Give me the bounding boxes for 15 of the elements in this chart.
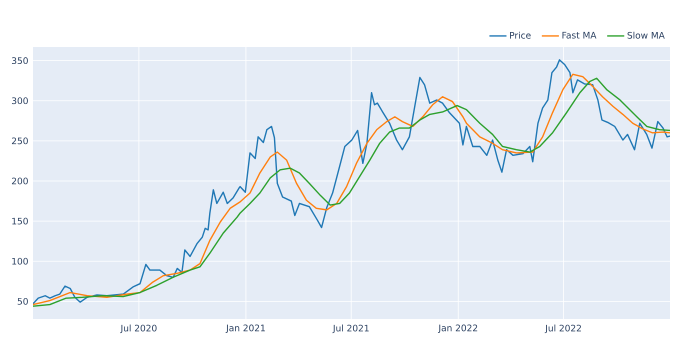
x-tick-label: Jul 2022	[544, 324, 581, 334]
legend-label: Slow MA	[628, 32, 665, 39]
y-tick-label: 50	[18, 298, 28, 305]
x-tick-label: Jul 2020	[120, 324, 157, 334]
legend-label: Fast MA	[562, 32, 596, 39]
y-tick-label: 100	[12, 258, 28, 265]
y-tick-label: 250	[12, 137, 28, 144]
x-tick-label: Jul 2021	[332, 324, 369, 334]
y-tick-label: 350	[12, 57, 28, 64]
legend-label: Price	[510, 32, 531, 39]
y-tick-label: 300	[12, 97, 28, 104]
y-tick-label: 150	[12, 218, 28, 225]
x-tick-label: Jan 2021	[226, 324, 265, 334]
y-tick-label: 200	[12, 178, 28, 184]
x-tick-label: Jan 2022	[438, 324, 478, 334]
